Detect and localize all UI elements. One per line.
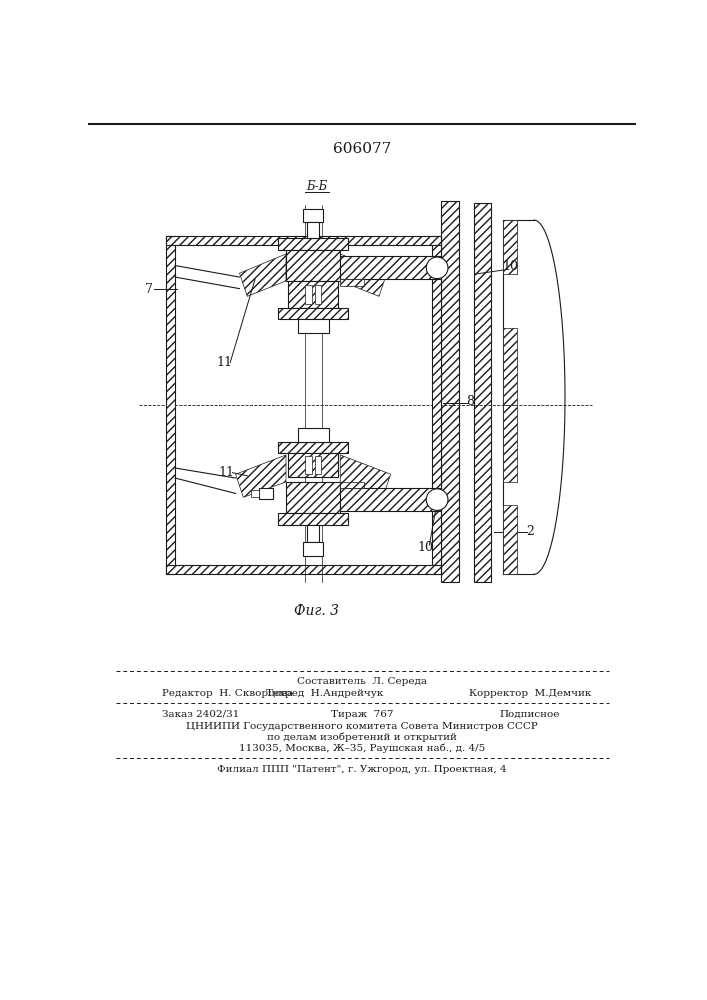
Bar — [288, 453, 338, 477]
Text: Техред  Н.Андрейчук: Техред Н.Андрейчук — [266, 689, 383, 698]
Bar — [251, 490, 259, 497]
Bar — [340, 279, 363, 286]
Text: Б-Б: Б-Б — [306, 180, 327, 193]
Text: Составитель  Л. Середа: Составитель Л. Середа — [297, 677, 427, 686]
Bar — [279, 442, 348, 453]
Text: Редактор  Н. Скворцова: Редактор Н. Скворцова — [162, 689, 293, 698]
Text: 7: 7 — [145, 283, 153, 296]
Bar — [307, 525, 320, 542]
Text: Тираж  767: Тираж 767 — [331, 710, 393, 719]
Bar — [307, 222, 320, 238]
Bar — [303, 542, 323, 556]
Circle shape — [426, 489, 448, 510]
Text: Филиал ППП "Патент", г. Ужгород, ул. Проектная, 4: Филиал ППП "Патент", г. Ужгород, ул. Про… — [217, 765, 507, 774]
Bar — [166, 235, 441, 245]
Bar — [298, 319, 329, 333]
Bar — [340, 256, 441, 279]
Bar — [315, 456, 321, 474]
Bar — [259, 488, 273, 499]
Text: ЦНИИПИ Государственного комитета Совета Министров СССР: ЦНИИПИ Государственного комитета Совета … — [186, 722, 538, 731]
Bar — [303, 209, 323, 222]
Text: 10: 10 — [503, 260, 519, 273]
Polygon shape — [235, 455, 286, 497]
Bar — [503, 220, 517, 274]
Text: по делам изобретений и открытий: по делам изобретений и открытий — [267, 733, 457, 742]
Polygon shape — [340, 455, 391, 497]
Bar — [340, 482, 363, 488]
Bar — [298, 428, 329, 442]
Polygon shape — [340, 254, 387, 296]
Bar — [279, 513, 348, 525]
Bar — [166, 235, 175, 574]
Bar — [503, 505, 517, 574]
Text: Корректор  М.Демчик: Корректор М.Демчик — [469, 689, 591, 698]
Text: Подписное: Подписное — [500, 710, 561, 719]
Bar — [441, 201, 459, 582]
Bar — [166, 565, 441, 574]
Text: 606077: 606077 — [333, 142, 391, 156]
Bar — [503, 405, 517, 482]
Text: 10: 10 — [418, 541, 433, 554]
Bar — [474, 203, 491, 582]
Circle shape — [426, 257, 448, 279]
Text: 2: 2 — [526, 525, 534, 538]
Bar — [432, 235, 441, 574]
Bar — [305, 285, 312, 304]
Text: Фиг. 3: Фиг. 3 — [295, 604, 339, 618]
Text: Заказ 2402/31: Заказ 2402/31 — [162, 710, 240, 719]
Bar — [503, 328, 517, 405]
Bar — [286, 250, 340, 281]
Bar — [279, 238, 348, 250]
Text: 8: 8 — [466, 395, 474, 408]
Polygon shape — [240, 254, 286, 296]
Bar — [340, 488, 441, 511]
Bar — [279, 308, 348, 319]
Text: 11: 11 — [216, 356, 232, 369]
Bar — [305, 456, 312, 474]
Text: 11: 11 — [218, 466, 234, 479]
Bar — [288, 281, 338, 308]
Text: 113035, Москва, Ж–35, Раушская наб., д. 4/5: 113035, Москва, Ж–35, Раушская наб., д. … — [239, 744, 485, 753]
Bar — [286, 482, 340, 513]
Bar — [315, 285, 321, 304]
